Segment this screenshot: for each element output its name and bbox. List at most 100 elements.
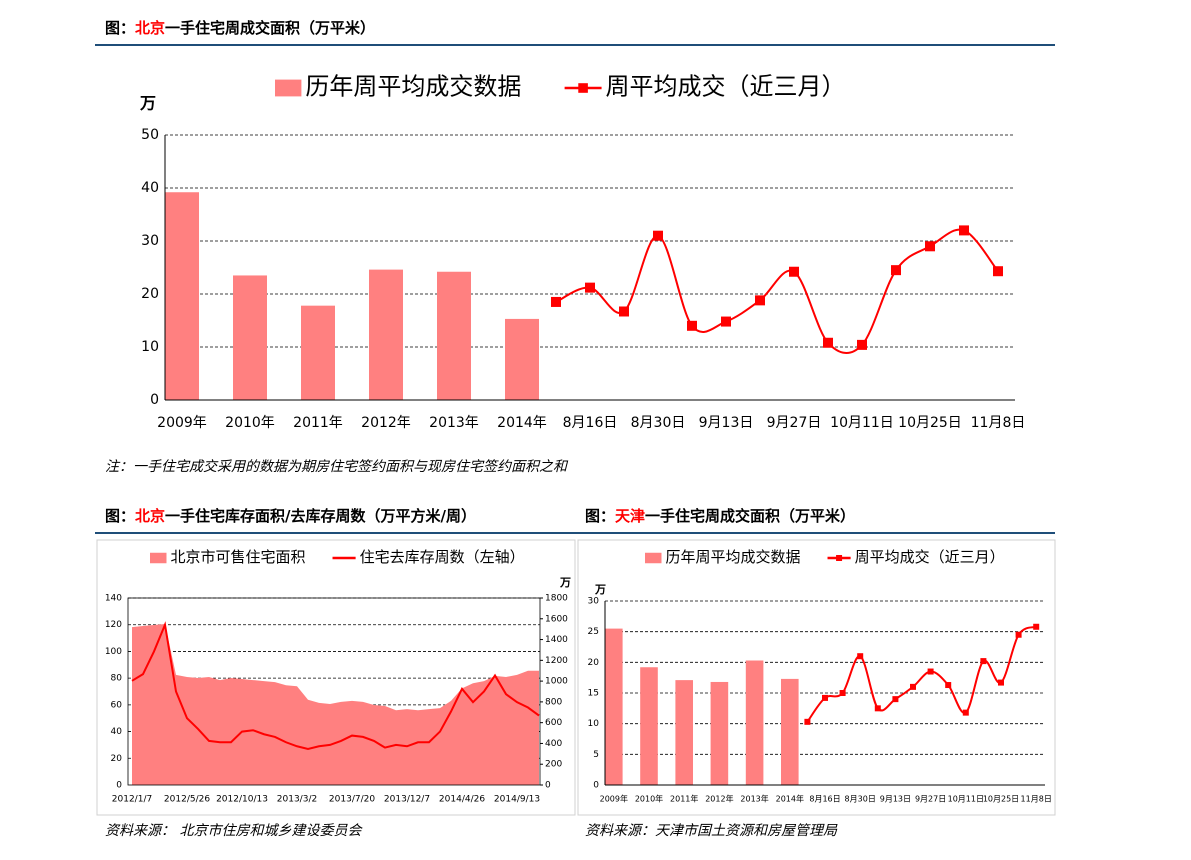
bar [745,660,764,785]
legend-swatch [836,555,843,561]
marker [927,668,934,675]
x-tick-label: 11月8日 [971,415,1026,431]
y-tick-label: 30 [141,233,159,249]
bar [505,318,539,400]
marker [687,320,697,331]
marker [892,696,899,703]
bar [437,271,471,400]
marker [653,230,663,241]
y-tick-label: 40 [111,727,123,737]
x-tick-label: 8月16日 [563,415,618,431]
marker [857,339,867,350]
x-tick-label: 9月27日 [767,415,822,431]
legend-swatch [275,79,302,97]
x-tick-label: 2014年 [497,415,547,431]
marker [804,718,811,725]
legend-label: 历年周平均成交数据 [666,548,801,566]
y-tick-label: 20 [588,658,600,668]
bar [710,681,729,785]
y-unit: 万 [594,583,606,596]
legend-label: 北京市可售住宅面积 [171,548,306,566]
y2-tick-label: 400 [545,739,562,749]
marker [857,653,864,660]
marker [1033,623,1040,630]
bar [165,192,199,400]
marker [959,225,969,236]
chart-frame [96,539,576,816]
y-tick-label: 0 [593,781,599,791]
bar [781,678,799,785]
y-tick-label: 0 [150,392,159,408]
title-part: 一手住宅周成交面积（万平米） [645,507,855,525]
marker [839,690,846,696]
x-tick-label: 2012年 [361,415,411,431]
marker [891,265,901,276]
title-part: 图： [105,507,135,525]
marker [822,694,828,701]
legend-label: 周平均成交（近三月） [606,73,846,101]
x-tick-label: 9月27日 [915,795,946,804]
y2-tick-label: 800 [545,697,562,707]
marker [619,306,629,317]
title-part: 天津 [615,507,645,525]
x-tick-label: 2014年 [776,794,804,804]
x-tick-label: 8月30日 [631,415,686,431]
y-tick-label: 0 [116,781,122,791]
title-part: 一手住宅库存面积/去库存周数（万平方米/周） [165,507,476,525]
marker [755,295,765,306]
figure-title: 图：北京一手住宅周成交面积（万平米） [105,19,375,37]
y-tick-label: 50 [141,127,159,143]
y2-tick-label: 0 [545,781,551,791]
title-part: 北京 [135,19,165,37]
x-tick-label: 11月8日 [1021,795,1052,804]
bar [675,680,693,785]
x-tick-label: 10月25日 [983,795,1019,804]
y-tick-label: 40 [141,180,159,196]
marker [721,316,731,327]
x-tick-label: 2010年 [635,794,663,804]
marker [823,337,833,348]
x-tick-label: 2009年 [600,794,628,804]
marker [789,266,799,277]
marker [945,682,952,689]
x-tick-label: 2012年 [705,794,733,804]
marker [1015,631,1022,638]
source-note: 资料来源：天津市国土资源和房屋管理局 [585,823,838,839]
source-note: 注：一手住宅成交采用的数据为期房住宅签约面积与现房住宅签约面积之和 [105,459,569,475]
legend-swatch [150,552,167,564]
marker [585,282,595,293]
x-tick-label: 2012/5/26 [164,795,210,805]
y-tick-label: 5 [593,750,599,760]
x-tick-label: 2013/12/7 [384,795,430,805]
bar [605,628,623,785]
y-tick-label: 25 [588,627,599,637]
y2-tick-label: 1800 [545,594,568,604]
legend-label: 历年周平均成交数据 [305,73,521,101]
bar [640,667,658,785]
line [555,228,999,354]
plot-frame [127,597,541,786]
x-tick-label: 2012/1/7 [112,795,152,805]
y-tick-label: 120 [105,620,122,630]
y-tick-label: 20 [141,286,159,302]
chart-frame [577,539,1056,816]
x-tick-label: 2011年 [293,415,343,431]
legend-label: 周平均成交（近三月） [855,548,1005,566]
source-note: 资料来源： 北京市住房和城乡建设委员会 [105,823,363,839]
legend-swatch [578,83,588,93]
y2-tick-label: 200 [545,760,562,770]
title-part: 北京 [135,507,165,525]
x-tick-label: 8月16日 [809,795,840,804]
bar [233,275,267,400]
area [132,623,539,785]
bar [301,305,335,400]
y2-tick-label: 600 [545,718,562,728]
y-tick-label: 20 [111,754,123,764]
y-tick-label: 10 [141,339,159,355]
marker [962,709,969,716]
y-unit: 万 [139,94,156,113]
title-part: 一手住宅周成交面积（万平米） [165,19,375,37]
x-tick-label: 2013/7/20 [329,795,375,805]
y-tick-label: 60 [111,700,123,710]
y-tick-label: 100 [105,647,122,657]
